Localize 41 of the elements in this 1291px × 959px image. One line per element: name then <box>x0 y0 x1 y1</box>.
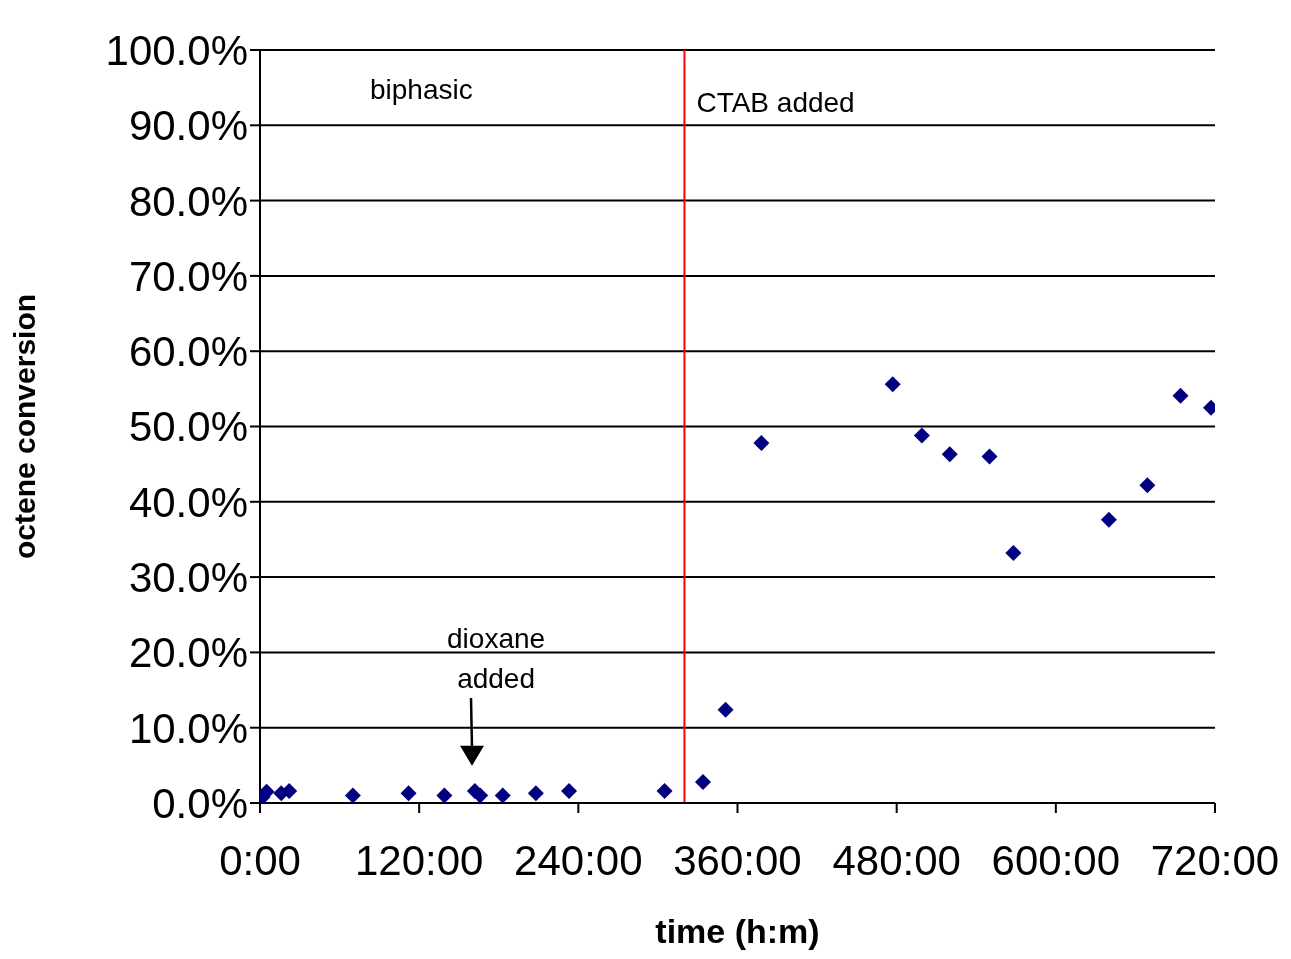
y-tick-label: 50.0% <box>128 403 248 451</box>
annotation: dioxane added <box>446 621 547 696</box>
x-tick-label: 720:00 <box>1150 836 1280 884</box>
point <box>561 782 578 799</box>
y-tick-label: 60.0% <box>128 328 248 376</box>
point <box>344 787 361 803</box>
x-tick-label: 360:00 <box>673 836 802 884</box>
point <box>1005 545 1022 561</box>
y-tick-label: 10.0% <box>128 704 248 752</box>
x-tick-label: 120:00 <box>354 836 484 884</box>
point <box>656 782 673 799</box>
point <box>941 446 958 463</box>
point <box>1172 387 1189 404</box>
y-tick-label: 100.0% <box>105 26 248 74</box>
y-tick-label: 80.0% <box>128 177 248 225</box>
point <box>527 785 544 802</box>
point <box>400 785 417 802</box>
y-tick-label: 90.0% <box>128 102 248 150</box>
ref-line-label: CTAB added <box>696 86 855 118</box>
y-tick-label: 30.0% <box>128 554 248 602</box>
point <box>884 376 901 393</box>
point <box>695 773 712 790</box>
y-axis-title: octene conversion <box>7 293 41 560</box>
point <box>1139 477 1156 494</box>
x-tick-label: 600:00 <box>991 836 1121 884</box>
x-axis-title: time (h:m) <box>655 912 820 950</box>
point <box>913 427 930 444</box>
point <box>753 435 770 452</box>
point <box>717 701 734 718</box>
x-tick-label: 0:00 <box>219 836 301 884</box>
y-tick-label: 0.0% <box>152 779 248 827</box>
x-tick-label: 480:00 <box>832 836 961 884</box>
y-tick-label: 70.0% <box>128 252 248 300</box>
point <box>436 787 453 803</box>
point <box>1100 511 1117 528</box>
x-tick-label: 240:00 <box>514 836 643 884</box>
y-tick-label: 20.0% <box>128 629 248 677</box>
y-tick-label: 40.0% <box>128 478 248 526</box>
point <box>494 787 511 803</box>
annotation: biphasic <box>370 74 473 106</box>
point <box>981 448 998 465</box>
